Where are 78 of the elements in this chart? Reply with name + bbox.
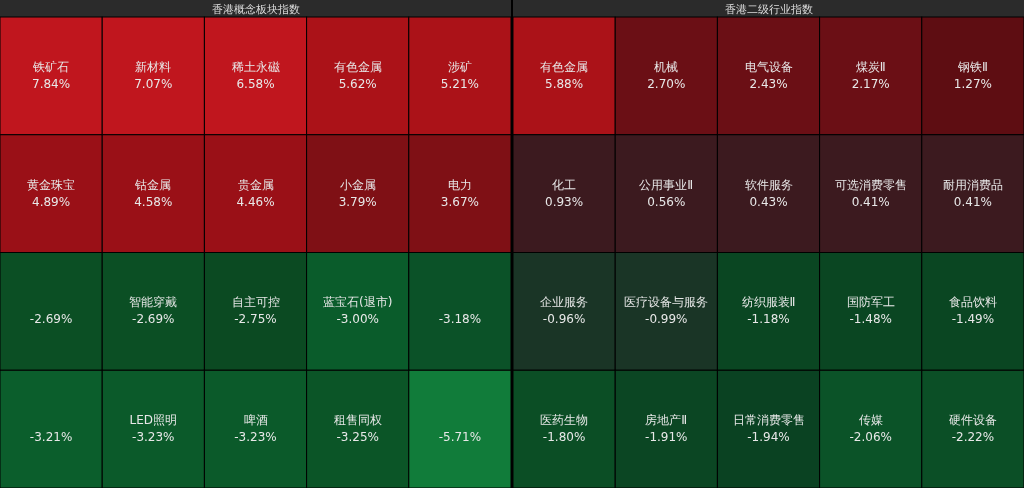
data-label: 5.62% <box>338 76 377 91</box>
category-label: 煤炭Ⅱ <box>855 59 886 74</box>
data-label: -1.18% <box>747 312 790 327</box>
data-label: -2.75% <box>234 312 277 327</box>
data-label: 2.70% <box>647 76 686 91</box>
category-label: 国防军工 <box>846 295 895 310</box>
data-label: -3.18% <box>438 312 482 327</box>
category-label: 耐用消费品 <box>942 177 1003 192</box>
data-label: -3.00% <box>336 312 379 327</box>
category-label: 食品饮料 <box>948 295 997 310</box>
category-label: 钢铁Ⅱ <box>956 59 988 74</box>
data-label: 0.56% <box>647 194 686 209</box>
data-label: 0.43% <box>749 194 788 209</box>
data-label: 5.21% <box>440 76 479 91</box>
data-label: -0.99% <box>645 312 688 327</box>
data-label: 3.67% <box>440 194 479 209</box>
data-label: -3.21% <box>29 430 73 445</box>
data-label: -1.80% <box>542 430 586 445</box>
category-label: 稀土永磁 <box>231 59 280 74</box>
category-label: 公用事业Ⅱ <box>639 177 694 192</box>
category-label: 蓝宝石(退市) <box>323 295 393 310</box>
data-label: 0.41% <box>953 194 992 209</box>
category-label: 纺织服装Ⅱ <box>741 295 796 310</box>
data-label: 7.07% <box>134 76 173 91</box>
category-label: 涉矿 <box>447 59 472 74</box>
category-label: 小金属 <box>339 177 376 192</box>
data-label: 3.79% <box>338 194 377 209</box>
category-label: 电气设备 <box>744 59 793 74</box>
category-label: 电力 <box>447 177 472 192</box>
category-label: 铁矿石 <box>32 59 70 74</box>
category-label: 有色金属 <box>333 59 382 74</box>
category-label: 软件服务 <box>744 177 793 192</box>
data-label: -1.94% <box>747 430 790 445</box>
data-label: 0.93% <box>545 194 584 209</box>
category-label: 企业服务 <box>540 295 589 310</box>
data-label: 1.27% <box>953 76 992 91</box>
category-label: 啤酒 <box>243 413 268 428</box>
data-label: -1.48% <box>849 312 892 327</box>
data-label: 4.89% <box>32 194 71 209</box>
category-label: 可选消费零售 <box>834 177 907 192</box>
category-label: 智能穿戴 <box>129 295 178 310</box>
data-label: 5.88% <box>545 76 584 91</box>
data-label: -3.23% <box>234 430 277 445</box>
data-label: 4.46% <box>236 194 275 209</box>
data-label: -2.69% <box>132 312 175 327</box>
category-label: 贵金属 <box>237 177 274 192</box>
category-label: 化工 <box>552 177 577 192</box>
data-label: 7.84% <box>32 76 71 91</box>
category-label: 黄金珠宝 <box>27 177 76 192</box>
category-label: 新材料 <box>135 59 172 74</box>
text: 香港二级行业指数 <box>724 2 813 16</box>
category-label: 医药生物 <box>540 413 589 428</box>
category-label: 有色金属 <box>540 59 589 74</box>
data-label: -3.23% <box>132 430 175 445</box>
category-label: 医疗设备与服务 <box>624 295 709 310</box>
data-label: -2.06% <box>849 430 892 445</box>
data-label: 0.41% <box>851 194 890 209</box>
data-label: -1.49% <box>951 312 995 327</box>
category-label: 钴金属 <box>134 177 172 192</box>
data-label: 2.43% <box>749 76 788 91</box>
data-label: -2.22% <box>951 430 995 445</box>
text: 香港概念板块指数 <box>211 2 300 16</box>
data-label: 2.17% <box>851 76 890 91</box>
category-label: 传媒 <box>858 413 883 428</box>
category-label: LED照明 <box>129 413 178 428</box>
category-label: 房地产Ⅱ <box>645 413 688 428</box>
data-label: -5.71% <box>438 430 482 445</box>
data-label: 4.58% <box>134 194 173 209</box>
category-label: 日常消费零售 <box>732 413 805 428</box>
category-label: 硬件设备 <box>948 413 997 428</box>
data-label: -2.69% <box>29 312 73 327</box>
data-label: 6.58% <box>236 76 275 91</box>
data-label: -0.96% <box>542 312 586 327</box>
category-label: 自主可控 <box>231 295 280 310</box>
data-label: -1.91% <box>645 430 688 445</box>
category-label: 租售同权 <box>333 413 382 428</box>
data-label: -3.25% <box>336 430 379 445</box>
category-label: 机械 <box>654 59 679 74</box>
